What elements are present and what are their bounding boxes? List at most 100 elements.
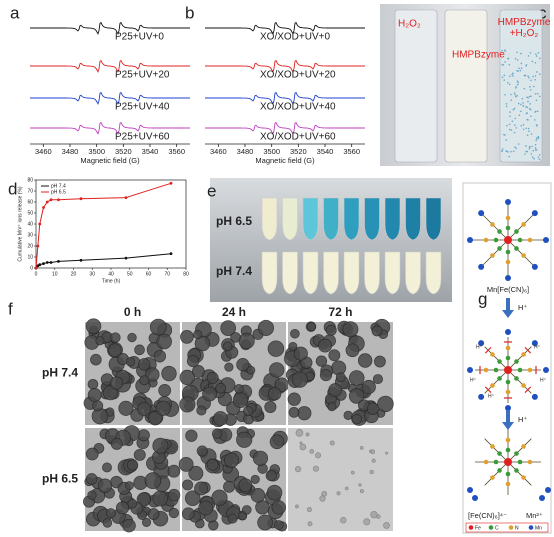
speck <box>508 63 511 66</box>
speck <box>539 73 541 76</box>
particle <box>267 387 282 401</box>
speck <box>518 67 520 70</box>
spectrum <box>205 121 365 135</box>
speck <box>523 87 526 90</box>
particle <box>206 371 219 384</box>
free-mn <box>467 487 473 493</box>
speck <box>529 103 531 105</box>
speck <box>504 50 507 52</box>
particle <box>264 400 277 414</box>
y-tick-label: 0 <box>30 265 33 271</box>
trace-label: XO/XOD+UV+40 <box>260 102 336 113</box>
atom-n <box>505 389 511 395</box>
particle <box>110 437 123 450</box>
particle <box>144 472 162 490</box>
atom-c <box>497 359 502 364</box>
x-tick-label: 70 <box>164 271 170 277</box>
tube <box>261 251 278 295</box>
speck <box>531 60 534 63</box>
particle <box>202 386 217 402</box>
tube <box>302 197 319 241</box>
speck <box>517 102 520 105</box>
vial <box>499 9 543 163</box>
particle <box>196 445 208 457</box>
speck <box>520 124 522 127</box>
speck <box>534 75 537 77</box>
scheme-text: [Fe(CN)₆]⁴⁻ <box>468 511 507 520</box>
legend-label: pH 7.4 <box>51 183 66 189</box>
atom-mn <box>531 263 538 270</box>
vial-label: HMPBzyme +H₂O₂ <box>498 17 551 39</box>
x-tick-label: 80 <box>183 271 189 277</box>
legend-dot <box>508 525 514 530</box>
atom-mn <box>531 210 538 217</box>
particle <box>137 429 150 442</box>
speck <box>504 61 506 63</box>
particle <box>267 340 285 357</box>
particle <box>133 448 146 461</box>
particle <box>109 376 124 390</box>
particle <box>194 481 209 496</box>
atom-mn <box>467 367 473 373</box>
particle <box>193 329 203 340</box>
particle <box>108 343 122 358</box>
line <box>35 182 172 269</box>
speck <box>516 80 519 82</box>
particle <box>185 429 198 442</box>
atom-n <box>490 253 495 258</box>
speck <box>530 115 532 117</box>
bond <box>507 438 532 463</box>
spectrum <box>30 121 190 135</box>
speck <box>528 95 531 98</box>
particle <box>118 400 134 416</box>
speck <box>537 156 540 159</box>
atom-n <box>521 444 526 449</box>
particle <box>273 520 284 530</box>
speck <box>522 104 525 107</box>
legend-label: Mn <box>535 525 542 531</box>
tube <box>364 197 380 241</box>
atom-mn <box>467 237 473 243</box>
particle <box>90 353 102 366</box>
speck <box>535 124 538 126</box>
column-label: 24 h <box>222 305 246 319</box>
trace-label: P25+UV+20 <box>115 70 170 81</box>
particle <box>345 343 360 358</box>
x-tick-label: 30 <box>89 271 95 277</box>
arrow <box>502 410 514 430</box>
particle <box>227 513 238 524</box>
atom-c <box>514 359 519 364</box>
y-tick-label: 50 <box>27 210 33 216</box>
bond <box>507 461 532 486</box>
particle <box>102 518 113 528</box>
particle <box>257 514 273 531</box>
particle <box>87 388 102 403</box>
legend-label: pH 6.5 <box>51 189 66 195</box>
particle <box>105 508 116 519</box>
particle <box>223 341 233 351</box>
point <box>34 266 38 270</box>
speck <box>530 95 532 97</box>
particle <box>95 336 105 346</box>
vial-label: HMPBzyme <box>452 50 505 61</box>
speck <box>529 86 531 88</box>
speck <box>535 55 538 57</box>
speck <box>503 79 506 81</box>
particle <box>374 355 386 368</box>
particle <box>220 320 237 336</box>
particle <box>327 402 337 412</box>
x-tick-label: 3540 <box>142 147 159 156</box>
particle <box>335 372 346 383</box>
vial <box>394 9 438 163</box>
speck <box>504 134 506 136</box>
trace-label: XO/XOD+UV+20 <box>260 70 336 81</box>
speck <box>534 147 537 149</box>
particle <box>342 321 359 338</box>
row-label: pH 6.5 <box>216 214 252 228</box>
trace-label: P25+UV+40 <box>115 102 170 113</box>
column-label: 72 h <box>328 305 352 319</box>
speck <box>512 108 515 111</box>
particle <box>230 332 241 343</box>
legend-label: Fe <box>475 525 481 531</box>
panel-label: g <box>478 289 487 308</box>
